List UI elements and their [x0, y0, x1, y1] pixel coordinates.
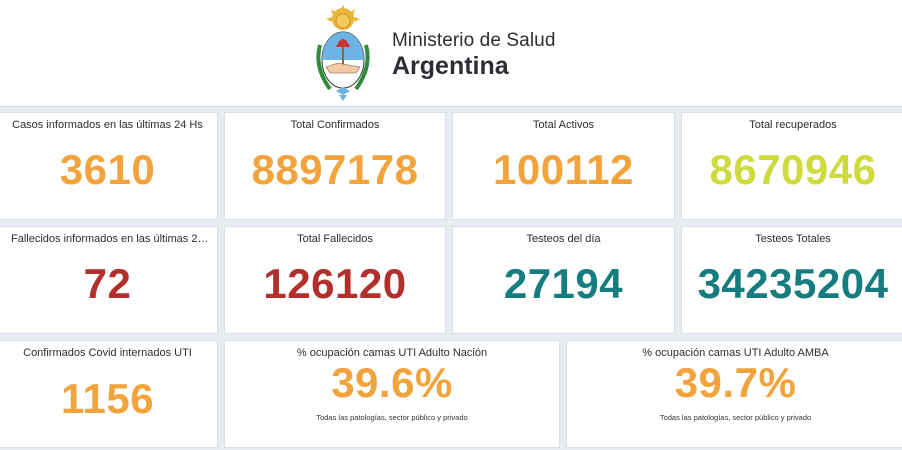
card-value: 72	[83, 260, 132, 307]
card-label: Testeos del día	[526, 233, 601, 245]
card-total-recovered: Total recuperados 8670946	[681, 112, 902, 220]
card-value: 34235204	[697, 260, 889, 307]
ministry-line-1: Ministerio de Salud	[392, 30, 556, 51]
card-total-deaths: Total Fallecidos 126120	[224, 226, 446, 334]
card-value: 3610	[59, 146, 156, 193]
card-value: 39.6%	[331, 359, 453, 406]
card-deaths-recent: Fallecidos informados en las últimas 24 …	[0, 226, 218, 334]
card-cases-24h: Casos informados en las últimas 24 Hs 36…	[0, 112, 218, 220]
card-label: Total Fallecidos	[297, 233, 373, 245]
card-tests-total: Testeos Totales 34235204	[681, 226, 902, 334]
card-value: 27194	[503, 260, 624, 307]
card-total-active: Total Activos 100112	[452, 112, 675, 220]
card-note: Todas las patologías, sector público y p…	[659, 413, 812, 422]
ministry-name: Ministerio de Salud Argentina	[392, 30, 556, 80]
card-label: % ocupación camas UTI Adulto AMBA	[642, 347, 829, 359]
card-value: 1156	[60, 375, 155, 422]
page-header: Ministerio de Salud Argentina	[0, 0, 902, 107]
card-note: Todas las patologías, sector público y p…	[316, 413, 468, 422]
card-label: Total Confirmados	[290, 119, 380, 131]
card-value: 8670946	[709, 146, 877, 193]
card-icu-covid: Confirmados Covid internados UTI 1156	[0, 340, 218, 448]
card-label: Fallecidos informados en las últimas 24 …	[11, 233, 211, 245]
card-value: 100112	[493, 146, 634, 193]
card-label: Casos informados en las últimas 24 Hs	[12, 119, 203, 131]
card-value: 126120	[263, 260, 407, 307]
card-label: Confirmados Covid internados UTI	[23, 347, 192, 359]
card-tests-day: Testeos del día 27194	[452, 226, 675, 334]
card-icu-occupancy-nation: % ocupación camas UTI Adulto Nación 39.6…	[224, 340, 560, 448]
card-value: 39.7%	[674, 359, 797, 406]
card-total-confirmed: Total Confirmados 8897178	[224, 112, 446, 220]
card-label: Total recuperados	[749, 119, 837, 131]
card-label: Total Activos	[532, 119, 595, 131]
argentina-coat-of-arms-icon	[316, 5, 370, 101]
card-label: % ocupación camas UTI Adulto Nación	[296, 347, 488, 359]
card-icu-occupancy-amba: % ocupación camas UTI Adulto AMBA 39.7% …	[566, 340, 902, 448]
ministry-line-2: Argentina	[392, 51, 509, 80]
card-label: Testeos Totales	[755, 233, 831, 245]
card-value: 8897178	[251, 146, 419, 193]
